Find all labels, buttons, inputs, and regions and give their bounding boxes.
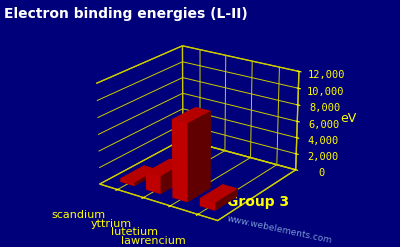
Text: www.webelements.com: www.webelements.com: [227, 214, 333, 245]
Text: Electron binding energies (L-II): Electron binding energies (L-II): [4, 7, 248, 21]
Text: Group 3: Group 3: [227, 195, 289, 209]
